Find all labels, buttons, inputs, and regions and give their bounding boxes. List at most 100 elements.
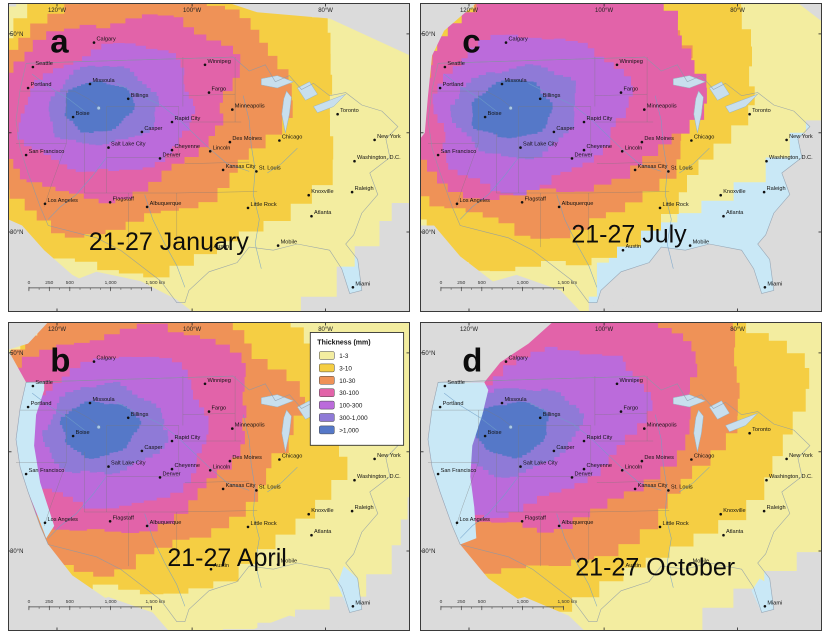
city-label: Knoxville — [723, 189, 745, 195]
scale-bar-label: 250 — [457, 280, 465, 286]
city-marker — [748, 431, 751, 435]
city-label: Fargo — [624, 87, 639, 93]
city-label: Fargo — [624, 406, 639, 412]
city-marker — [373, 457, 376, 461]
scale-bar-label: 0 — [28, 280, 31, 286]
city-label: Albuquerque — [150, 201, 182, 207]
river-line — [459, 157, 519, 220]
river-line — [679, 147, 710, 174]
city-label: Minneapolis — [647, 104, 677, 110]
state-border-line — [182, 93, 236, 96]
city-label: New York — [789, 453, 813, 459]
city-label: Washington, D.C. — [357, 155, 401, 161]
ocean-region — [8, 219, 141, 312]
city-marker — [88, 82, 92, 86]
panel-title: 21-27 July — [571, 221, 687, 249]
city-label: Mobile — [281, 240, 297, 246]
ocean-region — [353, 600, 410, 631]
caldera-marker — [508, 425, 513, 430]
city-label: Salt Lake City — [111, 461, 146, 467]
panel-frame — [8, 322, 410, 631]
panel-frame — [420, 3, 822, 312]
city-label: Kansas City — [638, 164, 668, 170]
city-label: Kansas City — [226, 483, 256, 489]
city-label: Casper — [144, 445, 162, 451]
ocean-region — [229, 3, 410, 56]
city-label: Minneapolis — [235, 104, 265, 110]
city-label: Atlanta — [314, 529, 332, 535]
city-label: Boise — [76, 111, 90, 117]
legend-swatch — [319, 425, 335, 435]
river-line — [47, 157, 107, 220]
scale-bar-label: 0 — [440, 599, 443, 605]
city-marker — [719, 193, 722, 197]
state-border-line — [184, 480, 250, 483]
city-marker — [126, 97, 130, 101]
city-marker — [307, 512, 311, 516]
city-marker — [203, 63, 207, 67]
city-label: Missoula — [505, 78, 528, 84]
city-label: Chicago — [282, 454, 303, 460]
ocean-region — [8, 322, 49, 350]
city-label: Seattle — [35, 61, 52, 67]
city-marker — [582, 120, 586, 124]
state-border-line — [43, 462, 67, 526]
caldera-marker — [96, 425, 101, 430]
city-label: Fargo — [212, 406, 227, 412]
city-label: Atlanta — [726, 210, 744, 216]
city-label: Winnipeg — [620, 59, 643, 65]
city-marker — [619, 91, 623, 94]
city-marker — [231, 427, 234, 430]
city-marker — [310, 533, 313, 537]
panel-title: 21-27 April — [167, 544, 287, 572]
legend-entry-label: 30-100 — [339, 390, 359, 397]
city-label: Lincoln — [625, 145, 643, 151]
city-marker — [436, 472, 440, 476]
legend-entry-label: >1,000 — [339, 427, 359, 434]
ocean-region — [420, 544, 573, 631]
latitude-label: 50°N — [10, 351, 23, 357]
city-label: Calgary — [509, 356, 528, 362]
city-label: Albuquerque — [562, 520, 594, 526]
scale-bar-label: 0 — [28, 599, 31, 605]
city-marker — [438, 405, 442, 409]
great-lake — [725, 93, 758, 114]
longitude-label: 120°W — [460, 327, 478, 333]
city-label: Knoxville — [311, 508, 333, 514]
city-marker — [748, 112, 751, 116]
city-label: Billings — [543, 93, 561, 99]
longitude-label: 100°W — [183, 327, 201, 333]
river-line — [654, 414, 674, 588]
city-label: Des Moines — [232, 136, 262, 142]
city-label: Raleigh — [767, 186, 786, 192]
latitude-label: 30°N — [422, 230, 435, 236]
city-label: San Francisco — [29, 149, 65, 155]
city-label: Los Angeles — [48, 198, 79, 204]
city-marker — [307, 193, 311, 197]
city-label: Casper — [144, 126, 162, 132]
city-label: Atlanta — [726, 529, 744, 535]
great-lake — [297, 81, 318, 101]
scale-bar-label: 1,500 km — [558, 280, 578, 286]
river-line — [459, 476, 519, 539]
city-marker — [455, 202, 459, 206]
city-marker — [107, 465, 110, 468]
city-label: Fargo — [212, 87, 227, 93]
panel-letter: a — [50, 22, 69, 59]
river-line — [144, 513, 186, 607]
city-label: Miami — [767, 600, 782, 606]
city-label: Knoxville — [723, 508, 745, 514]
city-marker — [373, 138, 376, 142]
caldera-marker — [508, 106, 513, 111]
city-label: Flagstaff — [525, 196, 547, 202]
city-marker — [667, 170, 670, 173]
panel-letter: b — [50, 341, 70, 378]
city-label: Rapid City — [587, 116, 613, 122]
latitude-label: 50°N — [422, 351, 435, 357]
legend-swatch — [319, 363, 335, 373]
panel-letter: c — [462, 22, 480, 59]
state-border-line — [594, 412, 648, 415]
city-label: Toronto — [752, 108, 771, 114]
city-marker — [570, 157, 574, 160]
city-marker — [26, 405, 30, 409]
